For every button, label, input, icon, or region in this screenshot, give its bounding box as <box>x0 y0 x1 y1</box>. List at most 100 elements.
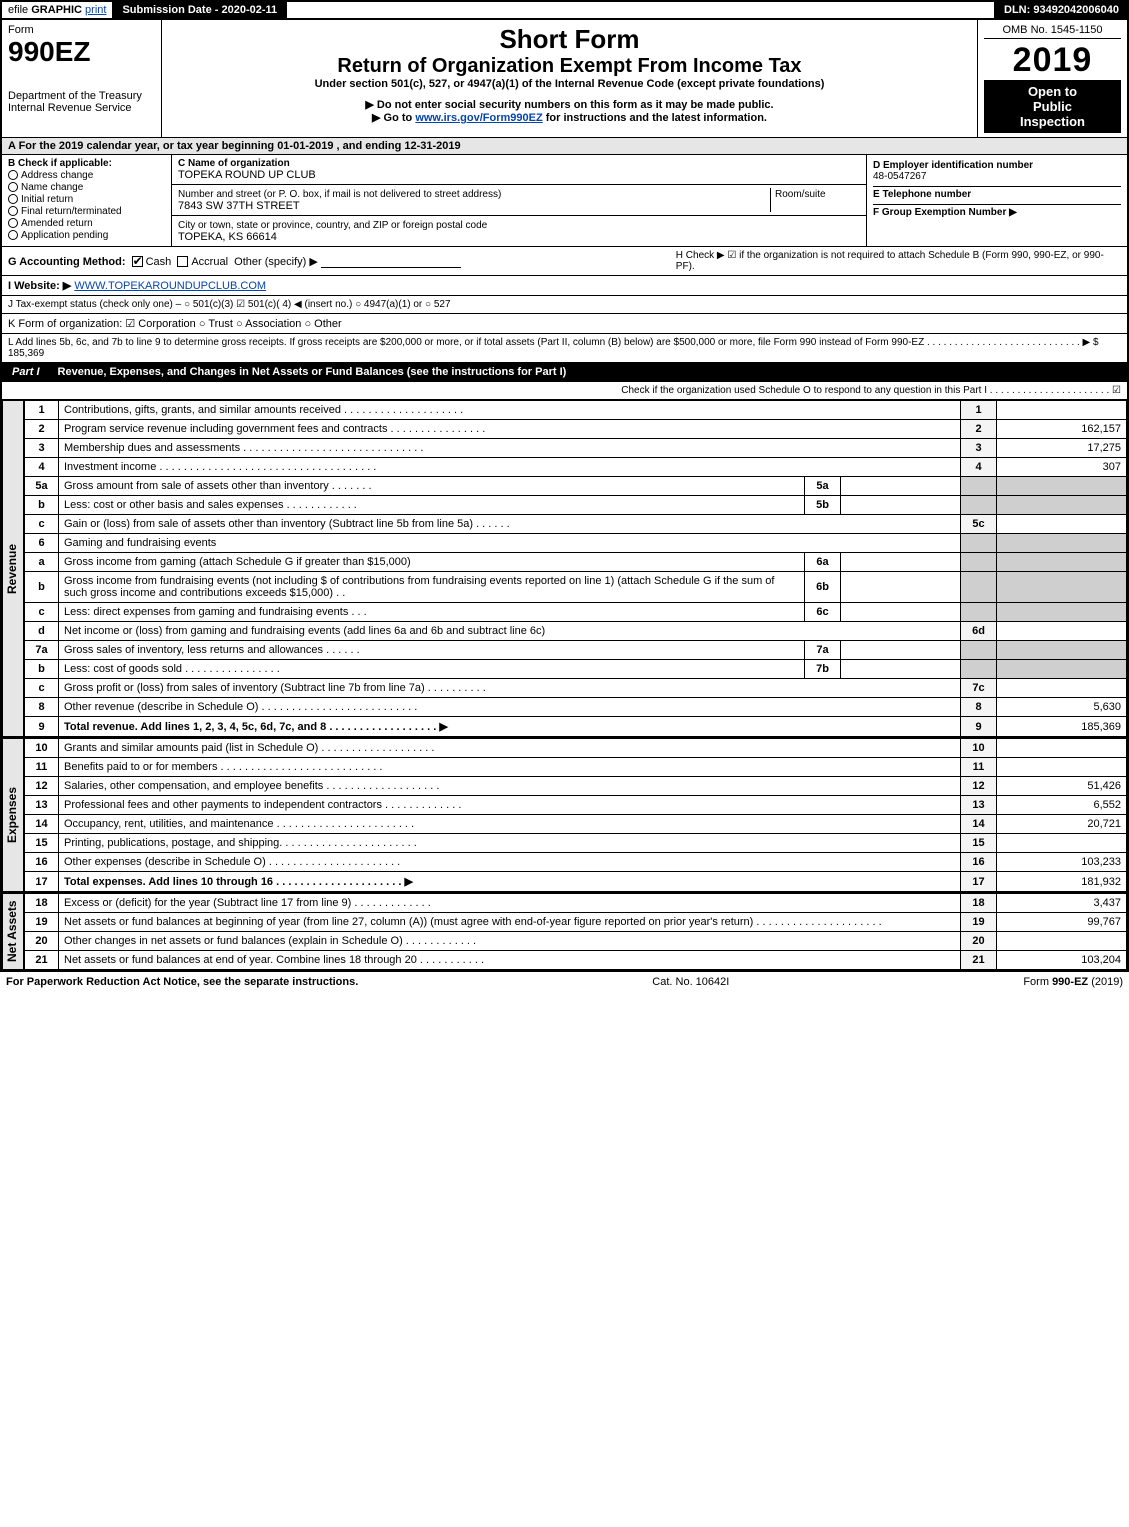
under-line: Under section 501(c), 527, or 4947(a)(1)… <box>168 78 971 90</box>
row-15: 15Printing, publications, postage, and s… <box>25 834 1127 853</box>
c-city-cell: City or town, state or province, country… <box>172 216 866 246</box>
g-label: G Accounting Method: <box>8 256 126 268</box>
row-13: 13Professional fees and other payments t… <box>25 796 1127 815</box>
part1-checkline: Check if the organization used Schedule … <box>2 381 1127 399</box>
row-5b: bLess: cost or other basis and sales exp… <box>25 496 1127 515</box>
instructions-link[interactable]: www.irs.gov/Form990EZ <box>415 112 542 124</box>
title-block: Form 990EZ Department of the Treasury In… <box>2 18 1127 137</box>
dept-irs: Internal Revenue Service <box>8 102 155 114</box>
row-3: 3Membership dues and assessments . . . .… <box>25 439 1127 458</box>
row-6b: bGross income from fundraising events (n… <box>25 572 1127 603</box>
h-check: H Check ▶ ☑ if the organization is not r… <box>676 250 1121 272</box>
submission-date-box: Submission Date - 2020-02-11 <box>114 2 287 18</box>
g-cash: Cash <box>146 256 172 268</box>
row-11: 11Benefits paid to or for members . . . … <box>25 758 1127 777</box>
row-5c: cGain or (loss) from sale of assets othe… <box>25 515 1127 534</box>
open2: Public <box>990 99 1115 114</box>
d-val: 48-0547267 <box>873 171 926 182</box>
g-accounting: G Accounting Method: Cash Accrual Other … <box>8 255 676 268</box>
row-8: 8Other revenue (describe in Schedule O) … <box>25 698 1127 717</box>
row-7b: bLess: cost of goods sold . . . . . . . … <box>25 660 1127 679</box>
e-label: E Telephone number <box>873 189 971 200</box>
tax-year: 2019 <box>984 41 1121 80</box>
c-name-val: TOPEKA ROUND UP CLUB <box>178 169 860 181</box>
l-gross-receipts: L Add lines 5b, 6c, and 7b to line 9 to … <box>2 333 1127 362</box>
b-opt-amended[interactable]: Amended return <box>8 218 165 229</box>
row-7c: cGross profit or (loss) from sales of in… <box>25 679 1127 698</box>
b-opt-initial[interactable]: Initial return <box>8 194 165 205</box>
title-left: Form 990EZ Department of the Treasury In… <box>2 20 162 137</box>
form-word: Form <box>8 24 155 36</box>
row-19: 19Net assets or fund balances at beginni… <box>25 913 1127 932</box>
c-addr-cell: Number and street (or P. O. box, if mail… <box>172 185 866 216</box>
revenue-section: Revenue 1Contributions, gifts, grants, a… <box>2 399 1127 737</box>
row-10: 10Grants and similar amounts paid (list … <box>25 739 1127 758</box>
section-b: B Check if applicable: Address change Na… <box>2 155 172 246</box>
g-accrual: Accrual <box>191 256 228 268</box>
row-20: 20Other changes in net assets or fund ba… <box>25 932 1127 951</box>
expenses-tab: Expenses <box>2 738 24 892</box>
row-1: 1Contributions, gifts, grants, and simil… <box>25 401 1127 420</box>
row-7a: 7aGross sales of inventory, less returns… <box>25 641 1127 660</box>
website-link[interactable]: WWW.TOPEKAROUNDUPCLUB.COM <box>74 280 266 292</box>
g-other-blank[interactable] <box>321 256 461 268</box>
dept-treasury: Department of the Treasury <box>8 90 155 102</box>
form-code: 990EZ <box>8 36 155 68</box>
k-form-org: K Form of organization: ☑ Corporation ○ … <box>2 313 1127 333</box>
section-def: D Employer identification number 48-0547… <box>867 155 1127 246</box>
row-14: 14Occupancy, rent, utilities, and mainte… <box>25 815 1127 834</box>
i-label: I Website: ▶ <box>8 279 71 292</box>
title-center: Short Form Return of Organization Exempt… <box>162 20 977 137</box>
g-accrual-check[interactable] <box>177 256 188 267</box>
d-ein: D Employer identification number 48-0547… <box>873 158 1121 187</box>
topbar-spacer <box>287 2 996 18</box>
row-17: 17Total expenses. Add lines 10 through 1… <box>25 872 1127 892</box>
dln-box: DLN: 93492042006040 <box>996 2 1127 18</box>
print-link[interactable]: print <box>85 4 106 16</box>
row-21: 21Net assets or fund balances at end of … <box>25 951 1127 970</box>
open-public-inspection: Open to Public Inspection <box>984 80 1121 133</box>
return-line: Return of Organization Exempt From Incom… <box>168 55 971 78</box>
arrow2-post: for instructions and the latest informat… <box>546 112 767 124</box>
c-addr-label: Number and street (or P. O. box, if mail… <box>178 189 501 200</box>
row-12: 12Salaries, other compensation, and empl… <box>25 777 1127 796</box>
d-label: D Employer identification number <box>873 160 1033 171</box>
footer-right: Form 990-EZ (2019) <box>1023 976 1123 988</box>
row-5a: 5aGross amount from sale of assets other… <box>25 477 1127 496</box>
title-right: OMB No. 1545-1150 2019 Open to Public In… <box>977 20 1127 137</box>
revenue-table: 1Contributions, gifts, grants, and simil… <box>24 400 1127 737</box>
b-opt-address[interactable]: Address change <box>8 170 165 181</box>
part1-title: Revenue, Expenses, and Changes in Net As… <box>50 363 1127 381</box>
arrow-line-2: ▶ Go to www.irs.gov/Form990EZ for instru… <box>168 111 971 124</box>
c-city-val: TOPEKA, KS 66614 <box>178 231 860 243</box>
top-bar: efile GRAPHIC print Submission Date - 20… <box>2 2 1127 18</box>
netassets-table: 18Excess or (deficit) for the year (Subt… <box>24 893 1127 970</box>
f-label: F Group Exemption Number ▶ <box>873 207 1017 218</box>
row-2: 2Program service revenue including gover… <box>25 420 1127 439</box>
netassets-section: Net Assets 18Excess or (deficit) for the… <box>2 892 1127 970</box>
b-header: B Check if applicable: <box>8 158 112 169</box>
b-opt-pending[interactable]: Application pending <box>8 230 165 241</box>
c-addr-val: 7843 SW 37TH STREET <box>178 200 770 212</box>
row-9: 9Total revenue. Add lines 1, 2, 3, 4, 5c… <box>25 717 1127 737</box>
row-6a: aGross income from gaming (attach Schedu… <box>25 553 1127 572</box>
j-tax-exempt: J Tax-exempt status (check only one) – ○… <box>2 295 1127 313</box>
e-phone: E Telephone number <box>873 187 1121 205</box>
room-label: Room/suite <box>775 189 826 200</box>
b-opt-name[interactable]: Name change <box>8 182 165 193</box>
b-opt-final[interactable]: Final return/terminated <box>8 206 165 217</box>
section-c: C Name of organization TOPEKA ROUND UP C… <box>172 155 867 246</box>
form-container: efile GRAPHIC print Submission Date - 20… <box>0 0 1129 972</box>
expenses-table: 10Grants and similar amounts paid (list … <box>24 738 1127 892</box>
g-cash-check[interactable] <box>132 256 143 267</box>
netassets-tab: Net Assets <box>2 893 24 970</box>
revenue-tab: Revenue <box>2 400 24 737</box>
row-6c: cLess: direct expenses from gaming and f… <box>25 603 1127 622</box>
i-website-line: I Website: ▶ WWW.TOPEKAROUNDUPCLUB.COM <box>2 275 1127 295</box>
expenses-section: Expenses 10Grants and similar amounts pa… <box>2 737 1127 892</box>
f-group: F Group Exemption Number ▶ <box>873 205 1121 222</box>
row-18: 18Excess or (deficit) for the year (Subt… <box>25 894 1127 913</box>
short-form-title: Short Form <box>168 24 971 55</box>
g-other: Other (specify) ▶ <box>234 256 318 268</box>
row-6d: dNet income or (loss) from gaming and fu… <box>25 622 1127 641</box>
